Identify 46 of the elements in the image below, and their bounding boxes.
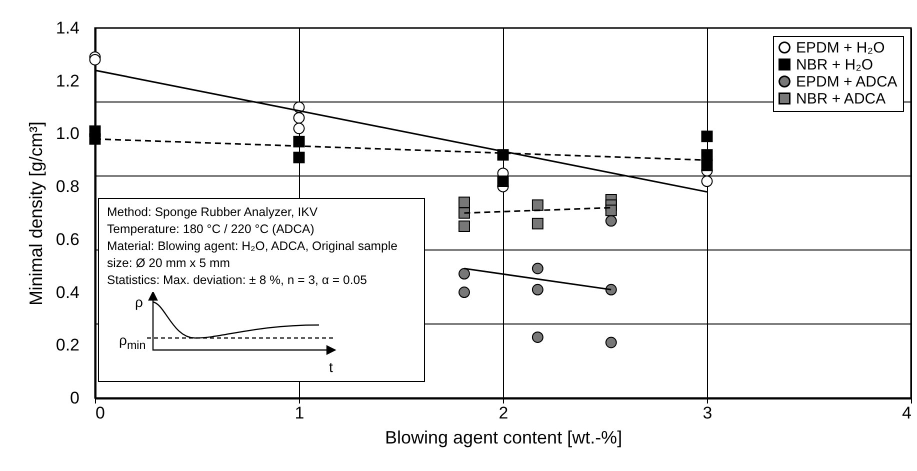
point bbox=[293, 112, 305, 124]
point bbox=[293, 122, 305, 134]
x-tick-label: 4 bbox=[902, 404, 912, 422]
point bbox=[458, 220, 470, 232]
legend-label: NBR + ADCA bbox=[796, 90, 886, 108]
y-tick-label: 1.0 bbox=[56, 124, 80, 144]
point bbox=[701, 130, 713, 142]
annotation: t bbox=[329, 359, 333, 376]
point bbox=[532, 218, 544, 230]
point bbox=[605, 284, 617, 296]
annotation: ρ$_{min}$ bbox=[119, 332, 146, 354]
annotation: Temperature: 180 °C / 220 °C (ADCA) bbox=[107, 221, 316, 238]
x-axis-title: Blowing agent content [wt.-%] bbox=[384, 428, 622, 448]
x-tick-label: 3 bbox=[702, 404, 712, 422]
y-tick-label: 0.2 bbox=[56, 336, 80, 355]
point bbox=[701, 160, 713, 172]
point bbox=[532, 262, 544, 274]
annotation: Method: Sponge Rubber Analyzer, IKV bbox=[107, 204, 319, 221]
y-axis-title: Minimal density [g/cm³] bbox=[26, 121, 46, 306]
x-tick-label: 0 bbox=[96, 404, 105, 422]
point bbox=[458, 196, 470, 208]
point bbox=[458, 268, 470, 280]
annotation: Material: Blowing agent: H₂O, ADCA, Original sample size: Ø 20 mm x 5 mm bbox=[107, 238, 398, 272]
x-tick-label: 2 bbox=[498, 404, 508, 422]
point bbox=[605, 204, 617, 216]
point bbox=[605, 215, 617, 227]
annotation: ρ bbox=[135, 294, 143, 311]
point bbox=[532, 284, 544, 296]
point bbox=[89, 54, 101, 66]
point bbox=[293, 152, 305, 164]
point bbox=[532, 331, 544, 343]
legend-label: NBR + H₂O bbox=[796, 56, 874, 74]
point bbox=[701, 176, 713, 188]
y-tick-label: 0.6 bbox=[56, 230, 80, 249]
point bbox=[458, 286, 470, 298]
legend-label: EPDM + H₂O bbox=[796, 40, 885, 56]
point bbox=[605, 336, 617, 348]
y-tick-label: 1.4 bbox=[56, 18, 80, 38]
y-tick-label: 0 bbox=[70, 388, 80, 408]
annotation: Statistics: Max. deviation: ± 8 %, n = 3, α = 0.05 bbox=[107, 272, 368, 289]
x-tick-label: 1 bbox=[294, 404, 304, 422]
y-tick-label: 0.4 bbox=[56, 282, 80, 302]
point bbox=[532, 199, 544, 211]
legend-label: EPDM + ADCA bbox=[796, 74, 898, 90]
y-tick-label: 0.8 bbox=[56, 177, 80, 196]
y-tick-label: 1.2 bbox=[56, 71, 80, 90]
